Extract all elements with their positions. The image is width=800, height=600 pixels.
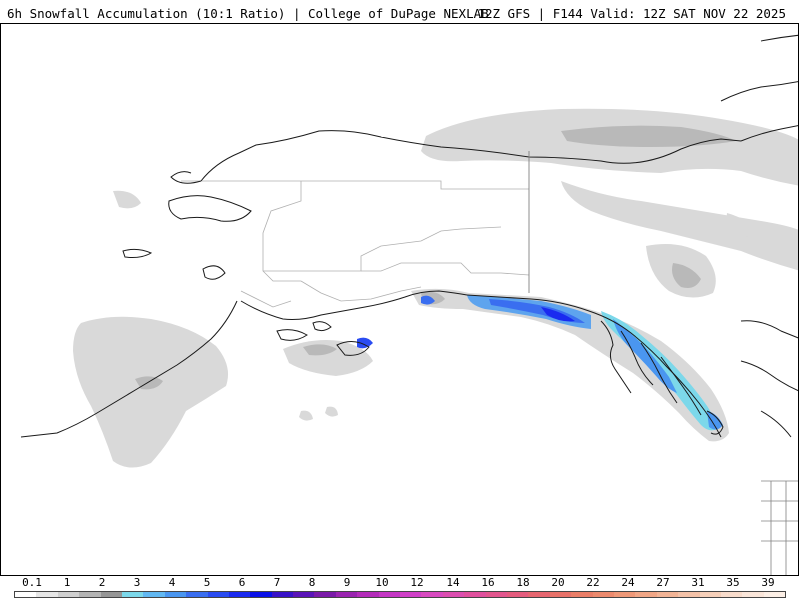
colorbar-cell <box>528 592 550 597</box>
colorbar-tick: 16 <box>481 576 495 589</box>
colorbar-cell <box>763 592 786 597</box>
colorbar-tick: 14 <box>446 576 460 589</box>
snowfall-map[interactable] <box>1 24 799 576</box>
colorbar-tick: 10 <box>375 576 389 589</box>
colorbar-cell <box>442 592 465 597</box>
colorbar-cell <box>699 592 721 597</box>
colorbar-cell <box>15 592 37 597</box>
colorbar-tick: 2 <box>98 576 106 589</box>
colorbar-tick: 5 <box>203 576 211 589</box>
coastline <box>20 130 742 438</box>
colorbar-cell <box>378 592 401 597</box>
colorbar-cell <box>79 592 101 597</box>
colorbar-cell <box>100 592 122 597</box>
colorbar-tick: 6 <box>238 576 246 589</box>
model-run-info: 12Z GFS | F144 Valid: 12Z SAT NOV 22 202… <box>477 6 786 21</box>
map-title: 6h Snowfall Accumulation (10:1 Ratio) | … <box>7 6 489 21</box>
colorbar-cell <box>57 592 80 597</box>
map-panel[interactable] <box>0 23 799 576</box>
colorbar-tick: 31 <box>691 576 705 589</box>
colorbar-tick: 12 <box>410 576 424 589</box>
colorbar-cell <box>357 592 379 597</box>
colorbar-cell <box>421 592 443 597</box>
colorbar-cell <box>571 592 593 597</box>
colorbar-cell <box>613 592 636 597</box>
colorbar-tick: 1 <box>63 576 71 589</box>
colorbar-tick: 27 <box>656 576 670 589</box>
colorbar-tick: 18 <box>516 576 530 589</box>
colorbar-cell <box>121 592 144 597</box>
colorbar-cell <box>464 592 486 597</box>
colorbar-tick: 22 <box>586 576 600 589</box>
colorbar-tick: 7 <box>273 576 281 589</box>
canada-coast <box>720 34 798 438</box>
us-west-border <box>761 480 798 575</box>
colorbar-cell <box>250 592 272 597</box>
colorbar-cell <box>207 592 229 597</box>
colorbar-cell <box>335 592 358 597</box>
colorbar-cell <box>293 592 315 597</box>
snowfall-heavy <box>357 295 723 431</box>
colorbar-tick: 0.1 <box>22 576 42 589</box>
colorbar-cell <box>720 592 743 597</box>
colorbar-cell <box>228 592 251 597</box>
snowfall-moderate <box>135 125 736 390</box>
colorbar-tick: 4 <box>168 576 176 589</box>
colorbar-tick: 9 <box>343 576 351 589</box>
colorbar-tick: 35 <box>726 576 740 589</box>
colorbar-cell <box>635 592 657 597</box>
colorbar-cell <box>678 592 700 597</box>
colorbar-cell <box>742 592 764 597</box>
colorbar-cell <box>186 592 208 597</box>
colorbar-cell <box>314 592 336 597</box>
colorbar-tick: 8 <box>308 576 316 589</box>
colorbar-tick: 24 <box>621 576 635 589</box>
colorbar-cell <box>164 592 187 597</box>
colorbar-ticks: 0.1 1 2 3 4 5 6 7 8 9 10 12 14 16 18 20 … <box>0 576 800 590</box>
snowfall-light <box>73 108 798 468</box>
colorbar-cell <box>549 592 572 597</box>
colorbar-cell <box>143 592 165 597</box>
colorbar-cell <box>400 592 422 597</box>
colorbar-tick: 3 <box>133 576 141 589</box>
alaska-boundaries <box>181 180 530 308</box>
map-header: 6h Snowfall Accumulation (10:1 Ratio) | … <box>0 0 800 23</box>
colorbar-cell <box>485 592 507 597</box>
colorbar-tick: 20 <box>551 576 565 589</box>
colorbar-cell <box>271 592 294 597</box>
colorbar-cell <box>592 592 614 597</box>
colorbar-cell <box>656 592 679 597</box>
snowfall-colorbar <box>14 591 786 598</box>
colorbar-cell <box>506 592 529 597</box>
colorbar-cell <box>36 592 58 597</box>
colorbar-tick: 39 <box>761 576 775 589</box>
